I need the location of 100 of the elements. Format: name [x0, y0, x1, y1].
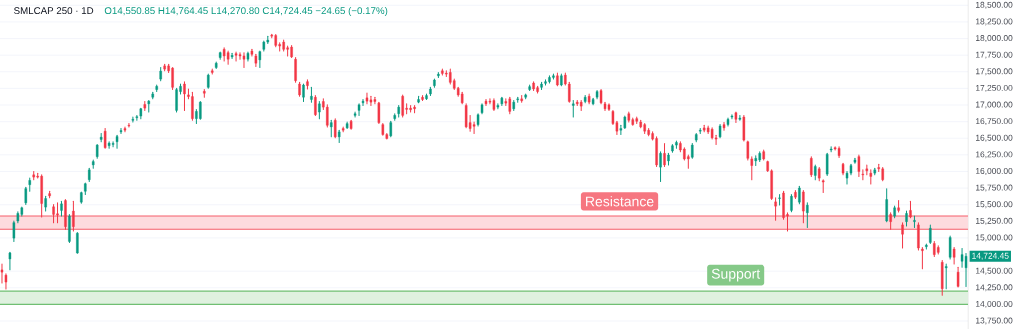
candlestick — [226, 50, 230, 65]
candlestick — [587, 93, 591, 105]
candlestick — [203, 89, 206, 98]
candlestick — [952, 246, 956, 265]
y-tick-label: 16,250.00 — [976, 151, 1013, 159]
candlestick — [107, 141, 111, 149]
candlestick — [516, 96, 519, 103]
candlestick — [639, 119, 642, 129]
candlestick — [246, 51, 250, 62]
y-tick-label: 14,000.00 — [976, 300, 1013, 308]
band-label: Support — [711, 268, 761, 282]
candlestick — [873, 167, 877, 176]
candlestick — [341, 126, 345, 133]
candlestick — [532, 81, 535, 92]
candlestick — [825, 152, 829, 176]
candlestick — [734, 111, 738, 124]
candlestick — [536, 85, 539, 94]
candlestick — [437, 71, 440, 78]
candlestick — [417, 95, 420, 104]
candlestick — [572, 99, 575, 118]
candlestick — [99, 133, 103, 143]
candlestick — [821, 179, 825, 194]
candlestick — [44, 195, 47, 212]
candlestick — [778, 194, 781, 206]
candlestick — [143, 100, 147, 111]
y-tick-label: 14,250.00 — [976, 284, 1013, 292]
candlestick — [556, 72, 559, 87]
candlestick — [421, 95, 424, 101]
y-tick-label: 15,750.00 — [976, 184, 1013, 192]
y-tick-label: 15,000.00 — [976, 234, 1013, 242]
candlestick — [163, 63, 166, 72]
candlestick — [754, 155, 757, 167]
candlestick — [663, 142, 666, 167]
candlestick — [8, 251, 12, 271]
candlestick — [183, 81, 186, 111]
candlestick — [234, 51, 238, 62]
candlestick — [675, 140, 678, 149]
candlestick — [631, 117, 634, 126]
candlestick — [230, 52, 234, 60]
candlestick — [337, 129, 341, 143]
candlestick — [552, 73, 555, 80]
y-tick-label: 13,750.00 — [976, 317, 1013, 325]
candlestick — [306, 79, 309, 90]
candlestick — [901, 222, 904, 249]
candlestick — [80, 191, 83, 204]
y-tick-label: 16,000.00 — [976, 168, 1013, 175]
candlestick — [702, 124, 706, 133]
candlestick — [695, 133, 698, 143]
candlestick — [139, 107, 143, 120]
candlestick — [389, 120, 392, 138]
candlestick — [730, 114, 734, 120]
y-tick-label: 17,000.00 — [976, 101, 1013, 109]
candlestick — [948, 235, 952, 260]
candlestick — [722, 122, 726, 131]
candlestick — [913, 215, 916, 229]
candlestick — [738, 114, 742, 121]
candlestick — [429, 86, 432, 97]
candlestick — [357, 103, 361, 116]
candlestick — [925, 243, 928, 250]
candlestick — [583, 95, 587, 104]
candlestick — [254, 53, 258, 68]
candlestick — [218, 51, 222, 60]
candlestick — [897, 200, 900, 213]
text: O14,550.85 H14,764.45 L14,270.80 C14,724.45 −24.65 (−0.17%) — [104, 6, 388, 16]
candlestick — [579, 99, 583, 111]
candlestick — [369, 95, 373, 106]
candlestick — [607, 103, 611, 111]
y-tick-label: 18,000.00 — [976, 35, 1013, 43]
candlestick — [92, 159, 95, 169]
candlestick — [758, 151, 761, 163]
candlestick — [84, 182, 87, 196]
candlestick — [32, 170, 35, 181]
candlestick — [595, 90, 599, 100]
candlestick — [762, 149, 765, 161]
candlestick — [540, 81, 543, 91]
candlestick — [528, 84, 531, 92]
candlestick — [207, 73, 210, 89]
candlestick — [211, 68, 214, 75]
candlestick — [524, 93, 527, 100]
candlestick — [893, 205, 896, 219]
candlestick — [52, 204, 55, 224]
candlestick — [944, 263, 948, 290]
candlestick — [591, 97, 595, 106]
y-tick-label: 16,750.00 — [976, 118, 1013, 126]
candlestick — [464, 103, 468, 129]
y-tick-label: 17,750.00 — [976, 51, 1013, 59]
candlestick — [56, 202, 59, 224]
candlestick — [869, 169, 873, 185]
candlestick — [381, 123, 385, 136]
candlestick — [683, 147, 686, 161]
candlestick — [48, 190, 51, 199]
candlestick — [667, 152, 670, 166]
candlestick — [159, 67, 162, 82]
candlestick — [222, 47, 226, 62]
y-tick-label: 15,250.00 — [976, 217, 1013, 225]
candlestick — [151, 91, 154, 100]
candlestick — [441, 68, 444, 76]
candlestick — [95, 143, 99, 159]
candlestick — [131, 116, 135, 123]
candlestick — [937, 245, 940, 255]
